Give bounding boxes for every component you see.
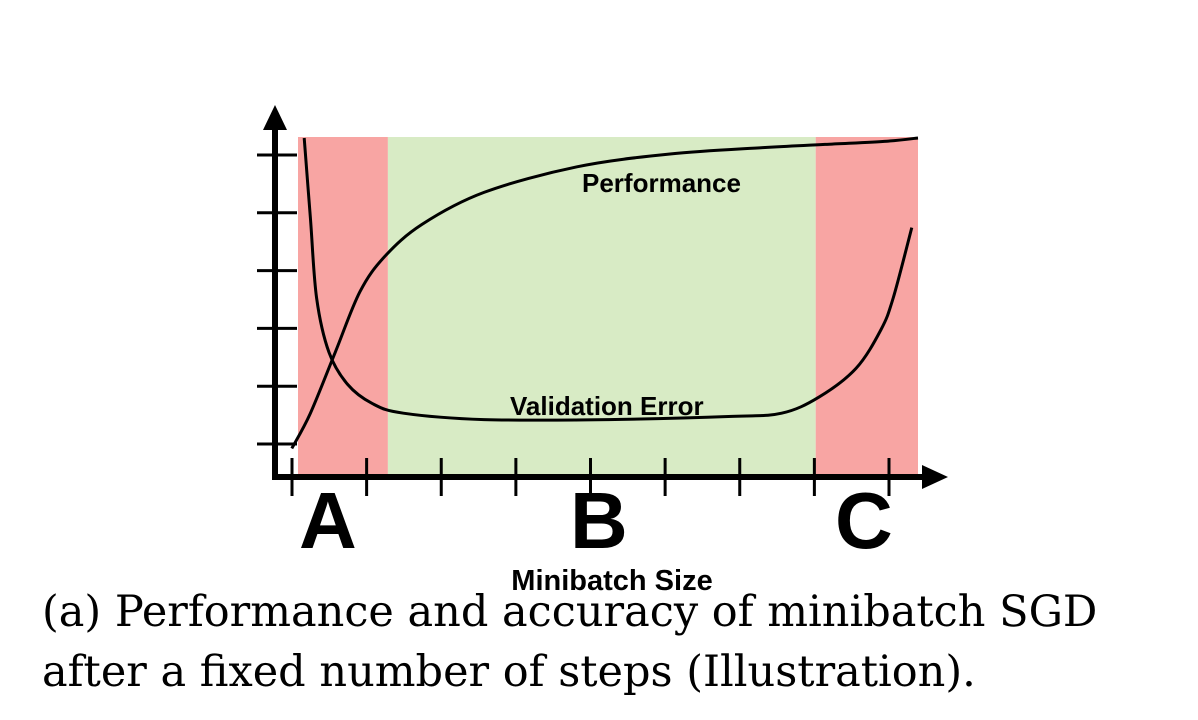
caption-line-2: after a fixed number of steps (Illustrat… — [42, 647, 976, 697]
region-c — [815, 137, 918, 477]
y-axis-arrowhead — [263, 105, 287, 130]
x-axis-arrowhead — [922, 465, 948, 489]
curves-layer — [290, 136, 919, 450]
axes-layer — [263, 105, 948, 489]
performance-curve — [290, 136, 919, 450]
region-label-c: C — [835, 476, 893, 565]
validation-error-curve — [302, 137, 914, 422]
validation-error-label: Validation Error — [510, 391, 704, 421]
figure-caption: (a) Performance and accuracy of minibatc… — [42, 582, 1192, 702]
regions-layer — [298, 137, 918, 477]
region-label-b: B — [570, 476, 628, 565]
region-label-a: A — [299, 476, 357, 565]
caption-line-1: (a) Performance and accuracy of minibatc… — [42, 587, 1098, 637]
performance-label: Performance — [582, 168, 741, 198]
region-a — [298, 137, 388, 477]
x-axis-title: Minibatch Size — [511, 565, 712, 597]
